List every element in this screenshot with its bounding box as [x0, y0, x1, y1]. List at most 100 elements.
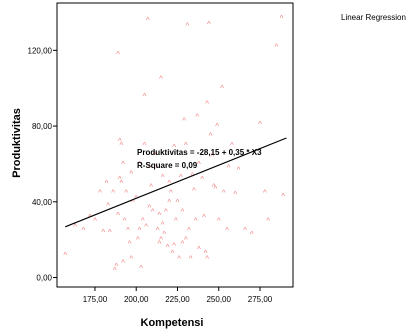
data-point: ^: [167, 179, 171, 188]
data-point: ^: [98, 188, 102, 197]
x-tick-label: 175,00: [83, 295, 108, 304]
data-point: ^: [82, 226, 86, 235]
data-point: ^: [222, 188, 226, 197]
plot-area: [56, 2, 294, 288]
data-point: ^: [159, 236, 163, 245]
data-point: ^: [172, 143, 176, 152]
data-point: ^: [157, 211, 161, 220]
y-tick-label: 40,00: [32, 198, 53, 207]
data-point: ^: [189, 255, 193, 264]
data-point: ^: [121, 160, 125, 169]
data-point: ^: [250, 230, 254, 239]
data-point: ^: [139, 264, 143, 273]
data-point: ^: [113, 266, 117, 275]
annotation-line-1: Produktivitas = -28,15 + 0,35 * X3: [137, 148, 262, 157]
data-point: ^: [237, 166, 241, 175]
data-point: ^: [202, 213, 206, 222]
data-point: ^: [167, 198, 171, 207]
data-point: ^: [243, 226, 247, 235]
data-point: ^: [227, 164, 231, 173]
data-point: ^: [119, 141, 123, 150]
annotation-line-2: R-Square = 0,09: [137, 161, 198, 170]
data-point: ^: [281, 192, 285, 201]
data-point: ^: [138, 160, 142, 169]
data-point: ^: [184, 141, 188, 150]
data-point: ^: [118, 137, 122, 146]
x-tick-label: 225,00: [165, 295, 190, 304]
data-point: ^: [280, 14, 284, 23]
data-point: ^: [159, 75, 163, 84]
data-point: ^: [194, 217, 198, 226]
data-point: ^: [124, 188, 128, 197]
x-axis-title: Kompetensi: [141, 317, 204, 329]
data-point: ^: [118, 175, 122, 184]
data-point: ^: [205, 255, 209, 264]
y-tick-label: 0,00: [36, 274, 52, 283]
data-point: ^: [108, 228, 112, 237]
data-point: ^: [119, 179, 123, 188]
data-point: ^: [121, 258, 125, 267]
data-point: ^: [116, 50, 120, 59]
data-point: ^: [209, 132, 213, 141]
data-point: ^: [101, 228, 105, 237]
data-point: ^: [184, 236, 188, 245]
data-point: ^: [123, 217, 127, 226]
data-point: ^: [161, 221, 165, 230]
data-point: ^: [116, 211, 120, 220]
data-point: ^: [205, 99, 209, 108]
data-point: ^: [129, 169, 133, 178]
data-point: ^: [217, 217, 221, 226]
data-point: ^: [263, 188, 267, 197]
data-point: ^: [266, 217, 270, 226]
data-point: ^: [225, 226, 229, 235]
data-point: ^: [207, 20, 211, 29]
data-point: ^: [275, 43, 279, 52]
data-point: ^: [192, 186, 196, 195]
data-point: ^: [152, 150, 156, 159]
data-point: ^: [214, 185, 218, 194]
data-point: ^: [126, 226, 130, 235]
data-point: ^: [212, 183, 216, 192]
data-point: ^: [169, 188, 173, 197]
data-point: ^: [144, 222, 148, 231]
data-point: ^: [177, 255, 181, 264]
y-tick-label: 80,00: [32, 122, 53, 131]
data-point: ^: [128, 239, 132, 248]
data-point: ^: [258, 120, 262, 129]
data-point: ^: [115, 262, 119, 271]
data-point: ^: [185, 22, 189, 31]
data-point: ^: [171, 249, 175, 258]
data-point: ^: [148, 164, 152, 173]
data-point: ^: [220, 84, 224, 93]
data-point: ^: [197, 160, 201, 169]
data-point: ^: [233, 190, 237, 199]
data-point: ^: [181, 207, 185, 216]
data-point: ^: [149, 183, 153, 192]
data-point: ^: [161, 173, 165, 182]
data-point: ^: [197, 245, 201, 254]
data-point: ^: [131, 198, 135, 207]
data-point: ^: [200, 175, 204, 184]
data-point: ^: [204, 249, 208, 258]
data-point: ^: [181, 239, 185, 248]
x-tick-label: 200,00: [124, 295, 149, 304]
data-point: ^: [187, 226, 191, 235]
data-point: ^: [182, 116, 186, 125]
data-point: ^: [151, 207, 155, 216]
data-point: ^: [73, 222, 77, 231]
data-point: ^: [141, 217, 145, 226]
data-point: ^: [63, 251, 67, 260]
data-point: ^: [215, 122, 219, 131]
x-tick-label: 250,00: [206, 295, 231, 304]
y-axis-title: Produktivitas: [11, 108, 23, 178]
data-point: ^: [148, 203, 152, 212]
regression-line: [65, 137, 287, 228]
data-point: ^: [106, 202, 110, 211]
data-point: ^: [176, 198, 180, 207]
data-point: ^: [136, 236, 140, 245]
data-point: ^: [166, 243, 170, 252]
data-point: ^: [210, 152, 214, 161]
data-point: ^: [138, 226, 142, 235]
data-point: ^: [143, 141, 147, 150]
